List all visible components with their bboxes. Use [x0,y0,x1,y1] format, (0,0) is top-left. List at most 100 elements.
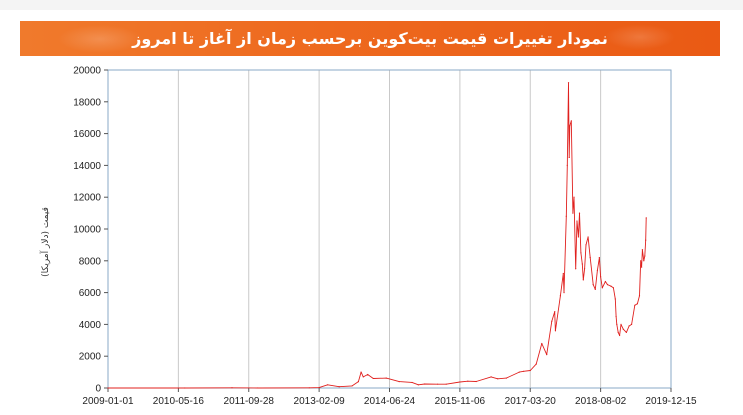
price-point [619,334,621,337]
price-point [357,381,359,383]
price-point [475,380,477,383]
price-point [643,260,645,262]
price-point [573,196,575,198]
price-point [615,315,617,318]
price-point [578,212,581,214]
price-point [338,386,340,388]
y-tick-label: 2000 [79,352,102,363]
price-point [231,387,233,389]
price-point [568,156,570,159]
price-point [600,276,602,278]
x-tick-label: 2013-02-09 [294,396,346,407]
y-axis-label: قیمت (دلار آمریکا) [39,207,51,277]
price-point [638,295,641,297]
price-point [563,292,565,294]
y-tick-label: 16000 [73,129,101,140]
price-point [610,285,612,287]
price-point [417,384,419,386]
price-point [614,298,616,300]
price-point [576,220,578,222]
price-point [575,268,577,270]
chart-title-banner: نمودار تغییرات قیمت بیت‌کوین برحسب زمان … [20,21,720,56]
price-point [567,82,570,84]
price-point [645,217,647,219]
price-point [598,257,600,259]
price-point [351,385,353,387]
price-point [640,266,643,268]
price-point [360,371,362,373]
price-series-line [108,82,647,389]
x-tick-label: 2015-11-06 [435,396,486,407]
price-point [641,249,644,251]
price-point [437,383,439,385]
price-point [559,295,561,297]
top-strip [0,0,743,10]
price-point [565,215,567,217]
price-point [592,284,594,286]
price-point [569,125,571,127]
price-point [257,387,259,389]
x-tick-label: 2010-05-16 [153,396,205,407]
price-point [107,387,109,389]
price-point [589,257,591,259]
price-point [606,284,609,286]
y-tick-label: 0 [95,384,101,395]
price-point [645,239,647,241]
price-point [497,378,499,380]
y-tick-label: 6000 [79,288,102,299]
price-point [580,252,582,254]
price-point [551,320,553,322]
price-point [467,380,469,382]
price-point [362,376,364,378]
price-point [628,325,630,327]
price-point [398,381,400,383]
grid-lines [177,70,602,388]
price-point [554,330,557,332]
price-point [459,381,461,383]
price-point [308,387,310,389]
price-point [582,279,584,281]
y-tick-label: 12000 [73,193,101,204]
price-point [385,377,387,379]
price-point [644,255,646,257]
price-point [587,236,589,238]
price-point [326,384,329,386]
y-tick-label: 18000 [73,97,101,108]
chart-title: نمودار تغییرات قیمت بیت‌کوین برحسب زمان … [132,29,608,48]
price-point [523,370,525,372]
price-point [518,371,520,373]
price-point [554,311,556,313]
x-tick-label: 2017-03-20 [505,396,557,407]
y-tick-label: 14000 [73,161,101,172]
price-point [529,369,531,372]
price-point [566,164,568,166]
x-tick-label: 2014-06-24 [364,396,416,407]
price-point [601,287,603,289]
price-point [570,120,572,122]
price-point [594,288,596,291]
price-point [546,354,548,356]
price-point [585,244,587,246]
price-point [535,363,537,365]
price-point [634,304,636,306]
price-point [424,383,426,385]
price-point [620,323,622,325]
x-tick-label: 2018-08-02 [575,396,627,407]
price-point [372,377,374,380]
price-point [604,280,607,283]
price-point [640,260,642,262]
price-point [616,323,618,325]
series-layer [107,82,647,389]
x-axis-ticks: 2009-01-01 2010-05-16 2011-09-28 2013-02-09… [82,388,697,407]
price-point [541,342,543,345]
price-point [636,303,638,305]
price-point [612,287,615,289]
y-tick-label: 8000 [79,256,102,267]
price-point [625,331,627,333]
x-tick-label: 2019-12-15 [645,396,697,407]
price-point [490,376,492,378]
price-point [583,268,586,270]
price-point [411,381,413,384]
price-point [562,272,564,275]
